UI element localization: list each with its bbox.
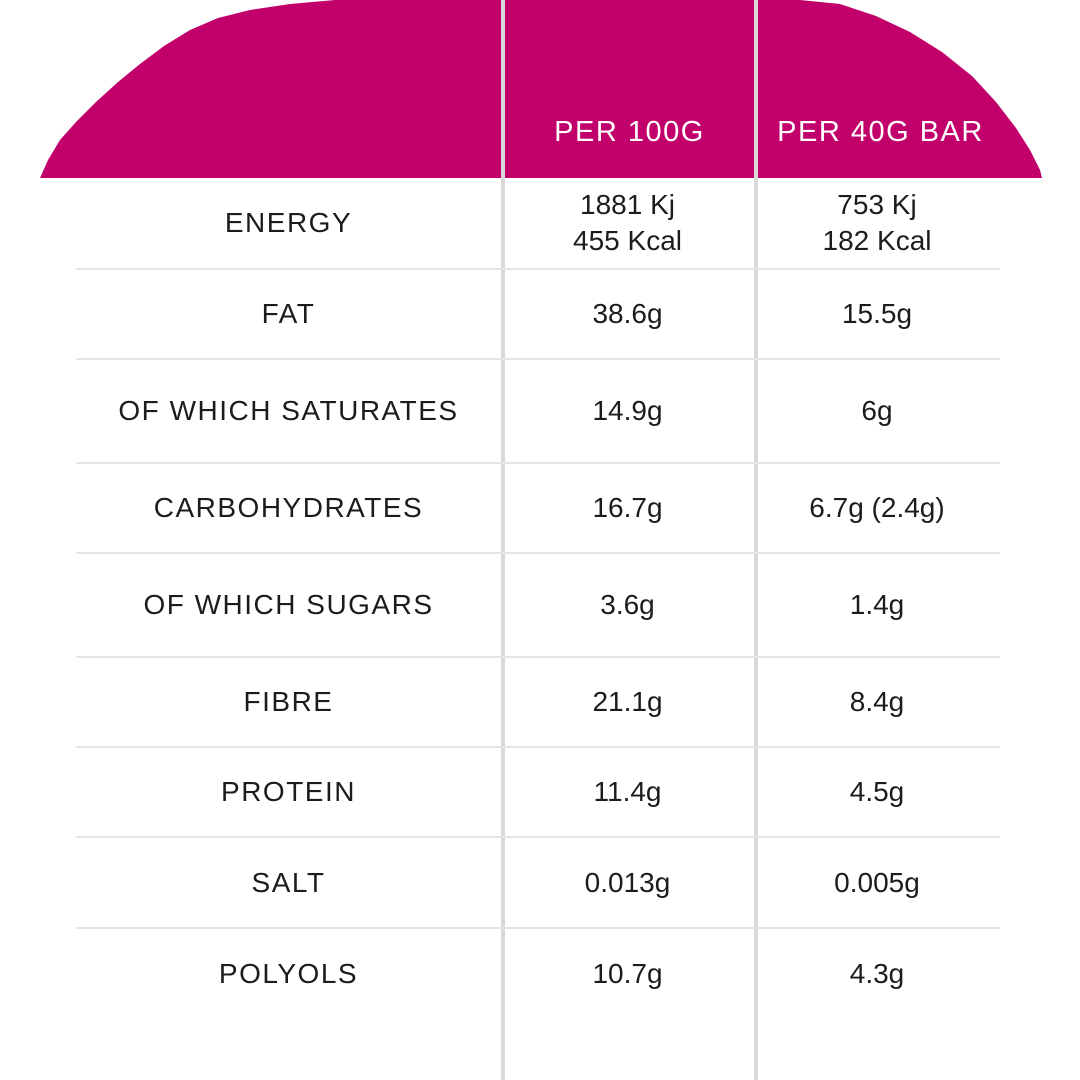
nutrient-label: CARBOHYDRATES	[153, 492, 424, 523]
nutrient-label: PROTEIN	[221, 776, 356, 807]
column-divider-1	[501, 0, 505, 1080]
header-banner	[40, 0, 1042, 178]
table-row: POLYOLS 10.7g 4.3g	[76, 929, 1000, 1019]
value-per-40g-bar: 15.5g	[754, 296, 1000, 332]
value-per-100g-line: 11.4g	[593, 776, 662, 807]
value-per-40g-bar-line: 1.4g	[849, 589, 905, 620]
table-row: PROTEIN 11.4g 4.5g	[76, 748, 1000, 838]
value-per-40g-bar: 1.4g	[754, 587, 1000, 623]
value-per-100g-line: 14.9g	[592, 395, 663, 426]
value-per-40g-bar: 753 Kj 182 Kcal	[754, 187, 1000, 259]
nutrient-label: OF WHICH SATURATES	[118, 395, 459, 426]
value-per-40g-bar-line: 4.5g	[849, 776, 905, 807]
value-per-100g-line: 0.013g	[584, 866, 671, 898]
nutrient-label: POLYOLS	[218, 958, 359, 989]
nutrition-table: ENERGY 1881 Kj 455 Kcal 753 Kj 182 Kcal FAT 38…	[76, 178, 1000, 1019]
nutrient-label: FAT	[261, 298, 316, 329]
value-per-100g-line: 10.7g	[592, 958, 663, 989]
value-per-100g-line: 1881 Kj	[580, 189, 675, 220]
value-per-100g: 38.6g	[501, 296, 754, 332]
value-per-100g: 10.7g	[501, 956, 754, 992]
value-per-40g-bar: 6.7g (2.4g)	[754, 490, 1000, 526]
value-per-100g: 21.1g	[501, 684, 754, 720]
header-banner-shape	[40, 0, 1042, 178]
nutrient-label: FIBRE	[243, 686, 334, 717]
value-per-100g-line: 3.6g	[600, 589, 655, 620]
column-header-per-40g-bar: PER 40G BAR	[777, 116, 984, 148]
value-per-40g-bar-line: 8.4g	[849, 686, 905, 717]
value-per-40g-bar-line: 6g	[861, 395, 893, 426]
nutrient-label: SALT	[251, 866, 326, 898]
nutrient-label: ENERGY	[224, 207, 353, 238]
value-per-100g: 11.4g	[501, 774, 754, 810]
column-divider-2	[754, 0, 758, 1080]
value-per-40g-bar: 8.4g	[754, 684, 1000, 720]
table-row: OF WHICH SATURATES 14.9g 6g	[76, 360, 1000, 464]
value-per-40g-bar: 4.3g	[754, 956, 1000, 992]
value-per-40g-bar-line: 15.5g	[841, 298, 913, 329]
value-per-40g-bar-line: 0.005g	[834, 866, 920, 898]
value-per-100g: 1881 Kj 455 Kcal	[501, 187, 754, 259]
table-row: FAT 38.6g 15.5g	[76, 270, 1000, 360]
value-per-100g-line: 38.6g	[592, 298, 663, 329]
value-per-40g-bar-line: 6.7g (2.4g)	[809, 492, 945, 523]
table-row: ENERGY 1881 Kj 455 Kcal 753 Kj 182 Kcal	[76, 178, 1000, 270]
table-row: SALT 0.013g 0.005g	[76, 838, 1000, 929]
value-per-40g-bar-line: 182 Kcal	[822, 225, 932, 256]
value-per-40g-bar: 4.5g	[754, 774, 1000, 810]
value-per-40g-bar: 0.005g	[754, 865, 1000, 901]
value-per-100g: 0.013g	[501, 865, 754, 901]
value-per-100g: 16.7g	[501, 490, 754, 526]
column-header-per-100g: PER 100G	[554, 116, 705, 148]
value-per-100g: 3.6g	[501, 587, 754, 623]
table-row: FIBRE 21.1g 8.4g	[76, 658, 1000, 748]
table-row: CARBOHYDRATES 16.7g 6.7g (2.4g)	[76, 464, 1000, 554]
value-per-100g-line: 16.7g	[592, 492, 663, 523]
value-per-100g: 14.9g	[501, 393, 754, 429]
value-per-40g-bar-line: 753 Kj	[837, 189, 917, 220]
value-per-40g-bar: 6g	[754, 393, 1000, 429]
nutrient-label: OF WHICH SUGARS	[143, 589, 434, 620]
value-per-100g-line: 455 Kcal	[573, 225, 682, 256]
value-per-100g-line: 21.1g	[592, 686, 663, 717]
table-row: OF WHICH SUGARS 3.6g 1.4g	[76, 554, 1000, 658]
value-per-40g-bar-line: 4.3g	[849, 958, 905, 989]
